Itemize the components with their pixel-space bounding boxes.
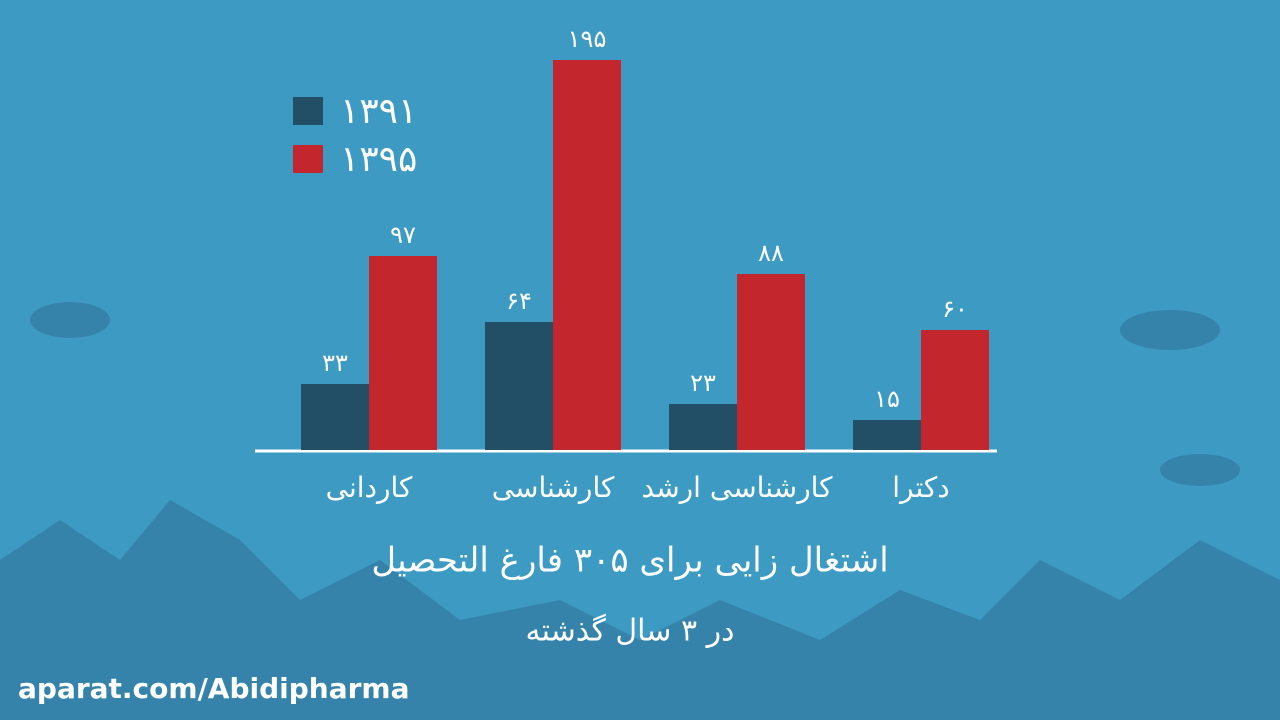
value-label: ۳۳ bbox=[322, 349, 348, 377]
x-tick-label: کارشناسی bbox=[492, 471, 615, 504]
chart-title: اشتغال زایی برای ۳۰۵ فارغ التحصیل bbox=[371, 541, 888, 581]
legend-swatch bbox=[293, 145, 323, 173]
x-tick-label: کاردانی bbox=[326, 471, 413, 504]
bar bbox=[553, 60, 621, 450]
value-label: ۹۷ bbox=[390, 221, 416, 249]
value-label: ۸۸ bbox=[758, 239, 784, 267]
legend-label: ۱۳۹۱ bbox=[340, 91, 417, 132]
bar bbox=[301, 384, 369, 450]
value-label: ۱۵ bbox=[874, 385, 900, 413]
value-label: ۲۳ bbox=[690, 369, 716, 397]
legend-swatch bbox=[293, 97, 323, 125]
bar bbox=[853, 420, 921, 450]
value-label: ۱۹۵ bbox=[568, 25, 607, 53]
bar bbox=[921, 330, 989, 450]
bar bbox=[669, 404, 737, 450]
watermark: aparat.com/Abidipharma bbox=[18, 672, 410, 705]
bar bbox=[485, 322, 553, 450]
crowd-silhouette bbox=[0, 302, 1280, 720]
chart-subtitle: در ۳ سال گذشته bbox=[526, 614, 735, 649]
x-tick-label: دکترا bbox=[892, 471, 949, 504]
value-label: ۶۰ bbox=[942, 295, 968, 323]
legend-label: ۱۳۹۵ bbox=[340, 139, 417, 180]
value-label: ۶۴ bbox=[506, 287, 532, 315]
bar bbox=[369, 256, 437, 450]
x-tick-label: کارشناسی ارشد bbox=[642, 471, 834, 504]
bar bbox=[737, 274, 805, 450]
